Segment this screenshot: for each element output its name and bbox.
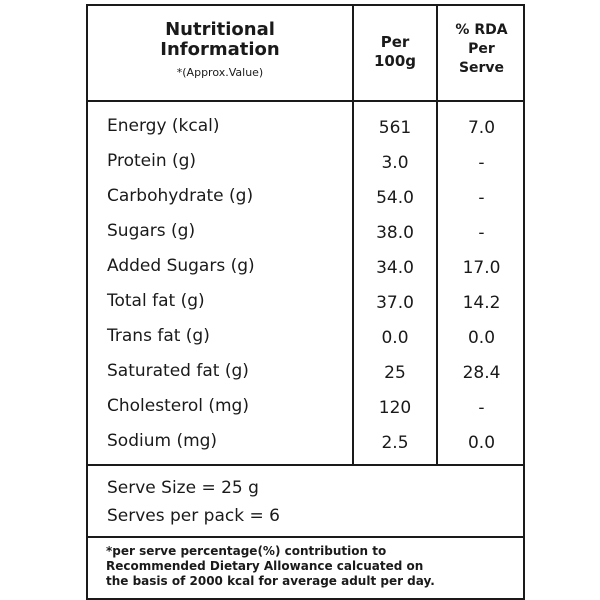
- header-rda-line1: % RDA: [455, 22, 508, 38]
- serving-divider: [88, 464, 523, 466]
- header-per-line1: Per: [380, 33, 410, 51]
- nutrient-per-100g: 34.0: [376, 258, 414, 278]
- nutrient-per-100g: 0.0: [381, 328, 409, 348]
- header-rda-line2: Per: [468, 41, 495, 57]
- nutrient-name: Added Sugars (g): [107, 256, 255, 276]
- nutrient-rows: Energy (kcal) 561 7.0 Protein (g) 3.0 - …: [88, 110, 523, 460]
- nutrient-name: Energy (kcal): [107, 116, 220, 136]
- nutrient-name: Trans fat (g): [107, 326, 210, 346]
- nutrient-name: Sugars (g): [107, 221, 196, 241]
- nutrient-name: Saturated fat (g): [107, 361, 249, 381]
- header-title-line1: Nutritional: [165, 19, 275, 40]
- table-row: Saturated fat (g) 25 28.4: [88, 355, 523, 390]
- nutrient-rda: 7.0: [467, 118, 496, 138]
- nutrient-per-100g: 54.0: [376, 188, 414, 208]
- nutrient-rda: -: [478, 398, 485, 418]
- nutrient-per-100g: 25: [384, 363, 406, 383]
- nutrient-per-100g: 2.5: [381, 433, 409, 453]
- header-title-line2: Information: [160, 39, 280, 60]
- footnote-line3: the basis of 2000 kcal for average adult…: [106, 574, 435, 588]
- footnote-line1: *per serve percentage(%) contribution to: [106, 544, 387, 558]
- nutrient-rda: 14.2: [462, 293, 501, 313]
- nutrient-rda: 0.0: [467, 433, 496, 453]
- nutrient-rda: -: [478, 223, 485, 243]
- nutrient-per-100g: 37.0: [376, 293, 414, 313]
- nutrient-name: Protein (g): [107, 151, 197, 171]
- serves-per-pack: Serves per pack = 6: [107, 506, 280, 526]
- table-row: Protein (g) 3.0 -: [88, 145, 523, 180]
- table-row: Trans fat (g) 0.0 0.0: [88, 320, 523, 355]
- nutrient-per-100g: 561: [378, 118, 412, 138]
- nutrient-per-100g: 38.0: [376, 223, 414, 243]
- nutrient-rda: -: [478, 153, 485, 173]
- table-row: Energy (kcal) 561 7.0: [88, 110, 523, 145]
- nutrient-name: Cholesterol (mg): [107, 396, 249, 416]
- table-header: Nutritional Information *(Approx.Value) …: [88, 6, 523, 102]
- header-rda-per-serve: % RDA Per Serve: [438, 21, 525, 78]
- header-per-line2: 100g: [373, 52, 417, 70]
- table-row: Sugars (g) 38.0 -: [88, 215, 523, 250]
- table-row: Added Sugars (g) 34.0 17.0: [88, 250, 523, 285]
- nutrient-name: Total fat (g): [107, 291, 205, 311]
- table-row: Sodium (mg) 2.5 0.0: [88, 425, 523, 460]
- nutrient-name: Carbohydrate (g): [107, 186, 254, 206]
- nutrient-rda: 0.0: [467, 328, 496, 348]
- nutrient-rda: -: [478, 188, 485, 208]
- footnote: *per serve percentage(%) contribution to…: [106, 544, 511, 589]
- column-divider-1: [352, 6, 354, 464]
- footnote-line2: Recommended Dietary Allowance calcuated …: [106, 559, 424, 573]
- nutrient-name: Sodium (mg): [107, 431, 218, 451]
- table-row: Total fat (g) 37.0 14.2: [88, 285, 523, 320]
- table-row: Carbohydrate (g) 54.0 -: [88, 180, 523, 215]
- serve-size: Serve Size = 25 g: [107, 478, 259, 498]
- nutrient-per-100g: 3.0: [381, 153, 409, 173]
- header-per-100g: Per 100g: [354, 33, 436, 71]
- footnote-divider: [88, 536, 523, 538]
- nutrient-per-100g: 120: [378, 398, 412, 418]
- nutrient-rda: 17.0: [462, 258, 501, 278]
- nutrient-rda: 28.4: [462, 363, 501, 383]
- header-title: Nutritional Information: [88, 20, 352, 60]
- serving-info: Serve Size = 25 g Serves per pack = 6: [107, 474, 280, 530]
- column-divider-2: [436, 6, 438, 464]
- header-subtitle: *(Approx.Value): [176, 66, 264, 79]
- nutrition-facts-panel: Nutritional Information *(Approx.Value) …: [86, 4, 525, 600]
- table-row: Cholesterol (mg) 120 -: [88, 390, 523, 425]
- header-rda-line3: Serve: [458, 60, 505, 76]
